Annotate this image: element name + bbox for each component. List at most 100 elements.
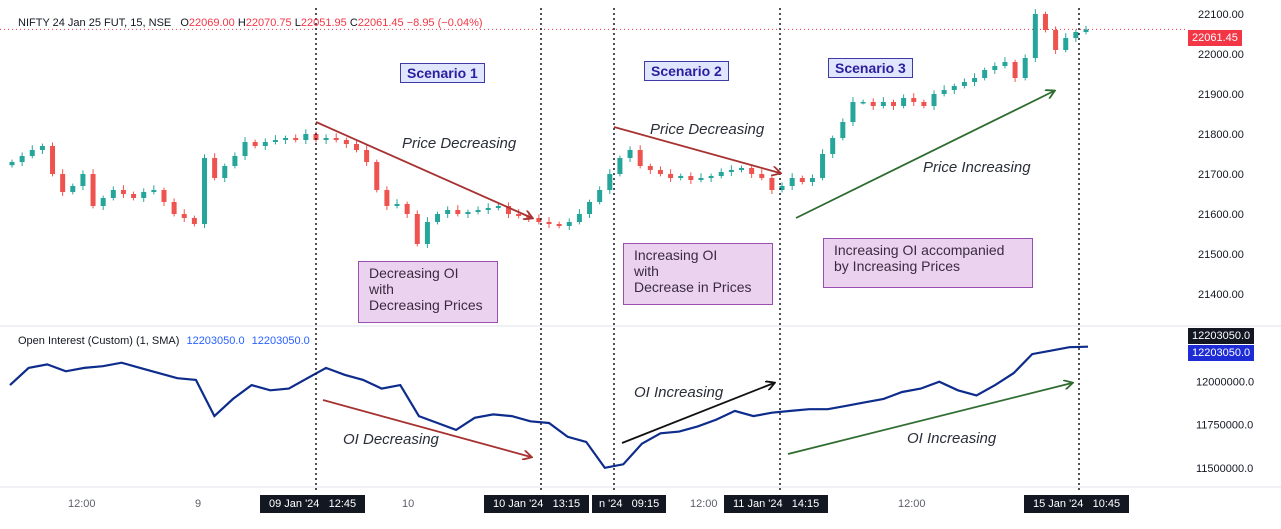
candle-body — [566, 222, 572, 226]
low-label: L — [294, 17, 301, 29]
candle-body — [951, 86, 957, 90]
symbol-label: NIFTY 24 Jan 25 FUT, 15, NSE — [18, 17, 172, 29]
price-tick-label: 21900.00 — [1198, 89, 1244, 101]
candle-body — [627, 150, 633, 158]
candle-body — [860, 102, 866, 104]
candle-body — [29, 150, 35, 156]
candle-body — [445, 210, 451, 214]
high-label: H — [237, 17, 246, 29]
close-label: C — [349, 17, 358, 29]
oi-line — [9, 345, 1089, 470]
grid — [0, 28, 1281, 488]
annotation-price-increasing: Price Increasing — [923, 159, 1031, 176]
candle-body — [1002, 62, 1008, 66]
close-value: 22061.45 — [357, 17, 404, 29]
annotation-price-decreasing-1: Price Decreasing — [402, 135, 517, 152]
candle-body — [961, 82, 967, 86]
oi-increasing-arrow-1 — [621, 383, 774, 444]
candle-body — [90, 174, 96, 206]
candle-body — [779, 186, 785, 190]
change-value: −8.95 (−0.04%) — [406, 17, 483, 29]
candle-body — [151, 190, 157, 192]
candle-body — [718, 172, 724, 176]
candle-body — [809, 178, 815, 182]
candle-body — [60, 174, 66, 192]
candle-body — [424, 222, 430, 244]
oi-value-1: 12203050.0 — [186, 335, 245, 347]
oi-series — [9, 345, 1089, 470]
scenario-3-label: Scenario 3 — [828, 58, 913, 78]
candle-body — [576, 214, 582, 222]
note-scenario-1: Decreasing OI with Decreasing Prices — [358, 261, 498, 323]
candle-body — [171, 202, 177, 214]
time-tick-4: 12:00 — [898, 498, 926, 510]
arrows — [315, 91, 1072, 457]
candle-body — [212, 158, 218, 178]
oi-last-tag-2: 12203050.0 — [1188, 345, 1255, 361]
candle-body — [404, 204, 410, 214]
candle-body — [485, 208, 491, 210]
price-axis: 22100.00 22000.00 21900.00 21800.00 21700.00… — [1196, 9, 1254, 475]
candle-body — [759, 174, 765, 178]
candle-body — [141, 192, 147, 198]
candle-body — [546, 222, 552, 224]
candle-body — [384, 190, 390, 206]
candle-body — [982, 70, 988, 78]
candle-body — [1042, 14, 1048, 30]
candle-body — [941, 90, 947, 94]
oi-last-tag-1: 12203050.0 — [1188, 328, 1255, 344]
ohlc-header: NIFTY 24 Jan 25 FUT, 15, NSE O22069.00 H… — [18, 17, 483, 29]
price-increasing-arrow — [795, 91, 1054, 219]
candle-body — [789, 178, 795, 186]
annotation-oi-increasing-1: OI Increasing — [634, 384, 724, 401]
candle-body — [880, 102, 886, 106]
candle-body — [131, 194, 137, 198]
scenario-1-label: Scenario 1 — [400, 63, 485, 83]
vertical-markers — [315, 8, 1080, 490]
candle-body — [435, 214, 441, 222]
price-tick-label: 21400.00 — [1198, 289, 1244, 301]
time-tag-4: 15 Jan '24 10:45 — [1024, 495, 1130, 513]
candle-body — [110, 190, 116, 198]
candle-body — [242, 142, 248, 156]
time-tag-0: 09 Jan '24 12:45 — [260, 495, 366, 513]
candle-body — [161, 190, 167, 202]
candle-body — [39, 146, 45, 150]
price-tick-label: 22000.00 — [1198, 49, 1244, 61]
time-tick-1: 9 — [195, 498, 202, 510]
candle-body — [921, 102, 927, 106]
price-tick-label: 21800.00 — [1198, 129, 1244, 141]
candle-body — [556, 224, 562, 226]
candle-body — [1053, 30, 1059, 50]
candle-body — [1012, 62, 1018, 78]
price-tick-label: 22100.00 — [1198, 9, 1244, 21]
candle-body — [70, 186, 76, 192]
candle-body — [272, 140, 278, 142]
candle-body — [890, 102, 896, 106]
time-tick-2: 10 — [402, 498, 415, 510]
candle-body — [465, 212, 471, 214]
candle-body — [688, 176, 694, 180]
candle-body — [414, 214, 420, 244]
candle-body — [364, 150, 370, 162]
candle-body — [50, 146, 56, 174]
candle-body — [931, 94, 937, 106]
candle-body — [252, 142, 258, 146]
candle-body — [232, 156, 238, 166]
candle-body — [799, 178, 805, 182]
candle-body — [587, 202, 593, 214]
candle-body — [191, 218, 197, 224]
oi-tick-label: 11750000.0 — [1196, 420, 1253, 432]
annotation-oi-decreasing: OI Decreasing — [343, 431, 439, 448]
candle-body — [181, 214, 187, 218]
candle-body — [749, 168, 755, 174]
oi-tick-label: 12000000.0 — [1196, 377, 1254, 389]
last-price-tag: 22061.45 — [1188, 30, 1242, 46]
candle-body — [505, 206, 511, 214]
low-value: 22051.95 — [300, 17, 347, 29]
candle-body — [830, 138, 836, 154]
candle-body — [668, 174, 674, 178]
candle-body — [222, 166, 228, 178]
high-value: 22070.75 — [245, 17, 292, 29]
